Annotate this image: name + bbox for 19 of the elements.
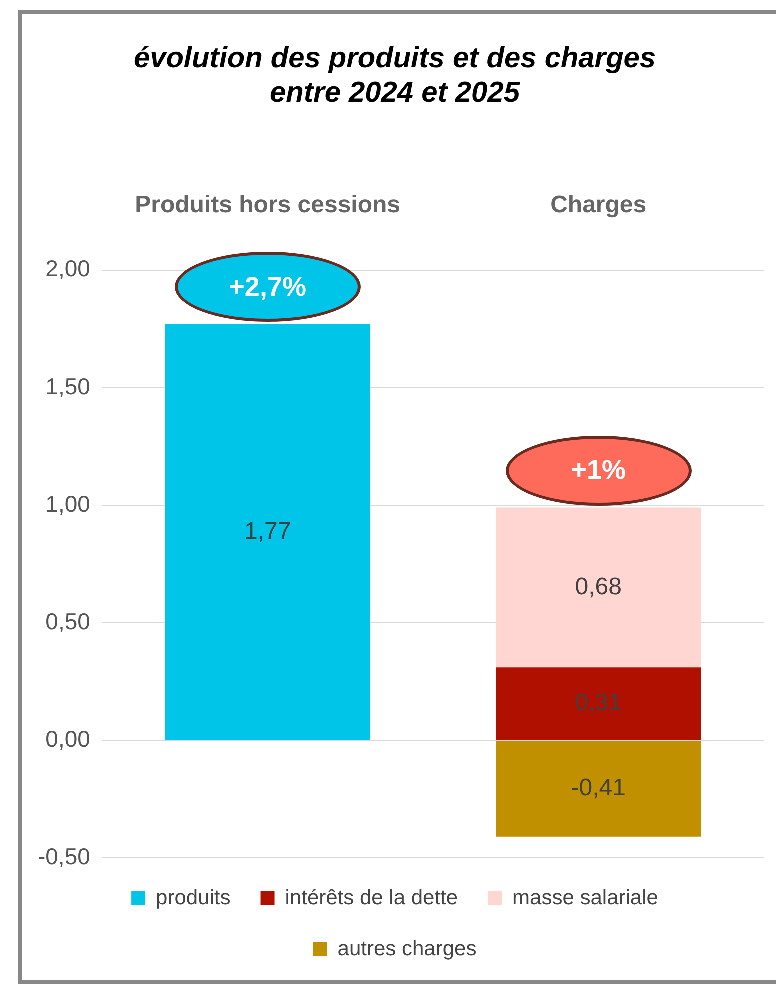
data-label: 0,31	[575, 689, 622, 716]
data-label: 0,68	[575, 573, 622, 600]
legend-label: autres charges	[338, 937, 477, 960]
y-tick-label: 2,00	[46, 256, 90, 282]
y-tick-label: 0,00	[46, 726, 90, 752]
y-tick-label: -0,50	[38, 843, 90, 870]
x-tick-label: Produits hors cessions	[135, 192, 401, 219]
chart-title: évolution des produits et des charges entre 2024 et 2025	[134, 42, 656, 110]
y-tick-label: 1,00	[46, 490, 90, 517]
legend-label: produits	[156, 886, 231, 910]
x-tick-label: Charges	[550, 192, 647, 219]
data-label: -0,41	[571, 774, 626, 802]
y-tick-label: 0,50	[46, 608, 90, 634]
ellipse-badge: +1%	[506, 436, 692, 506]
ellipse-badge: +2,7%	[174, 252, 361, 322]
data-label: 1,77	[244, 518, 292, 545]
y-tick-label: 1,50	[46, 373, 90, 400]
legend-label: masse salariale	[512, 886, 658, 910]
legend-label: intérêts de la dette	[285, 886, 458, 910]
